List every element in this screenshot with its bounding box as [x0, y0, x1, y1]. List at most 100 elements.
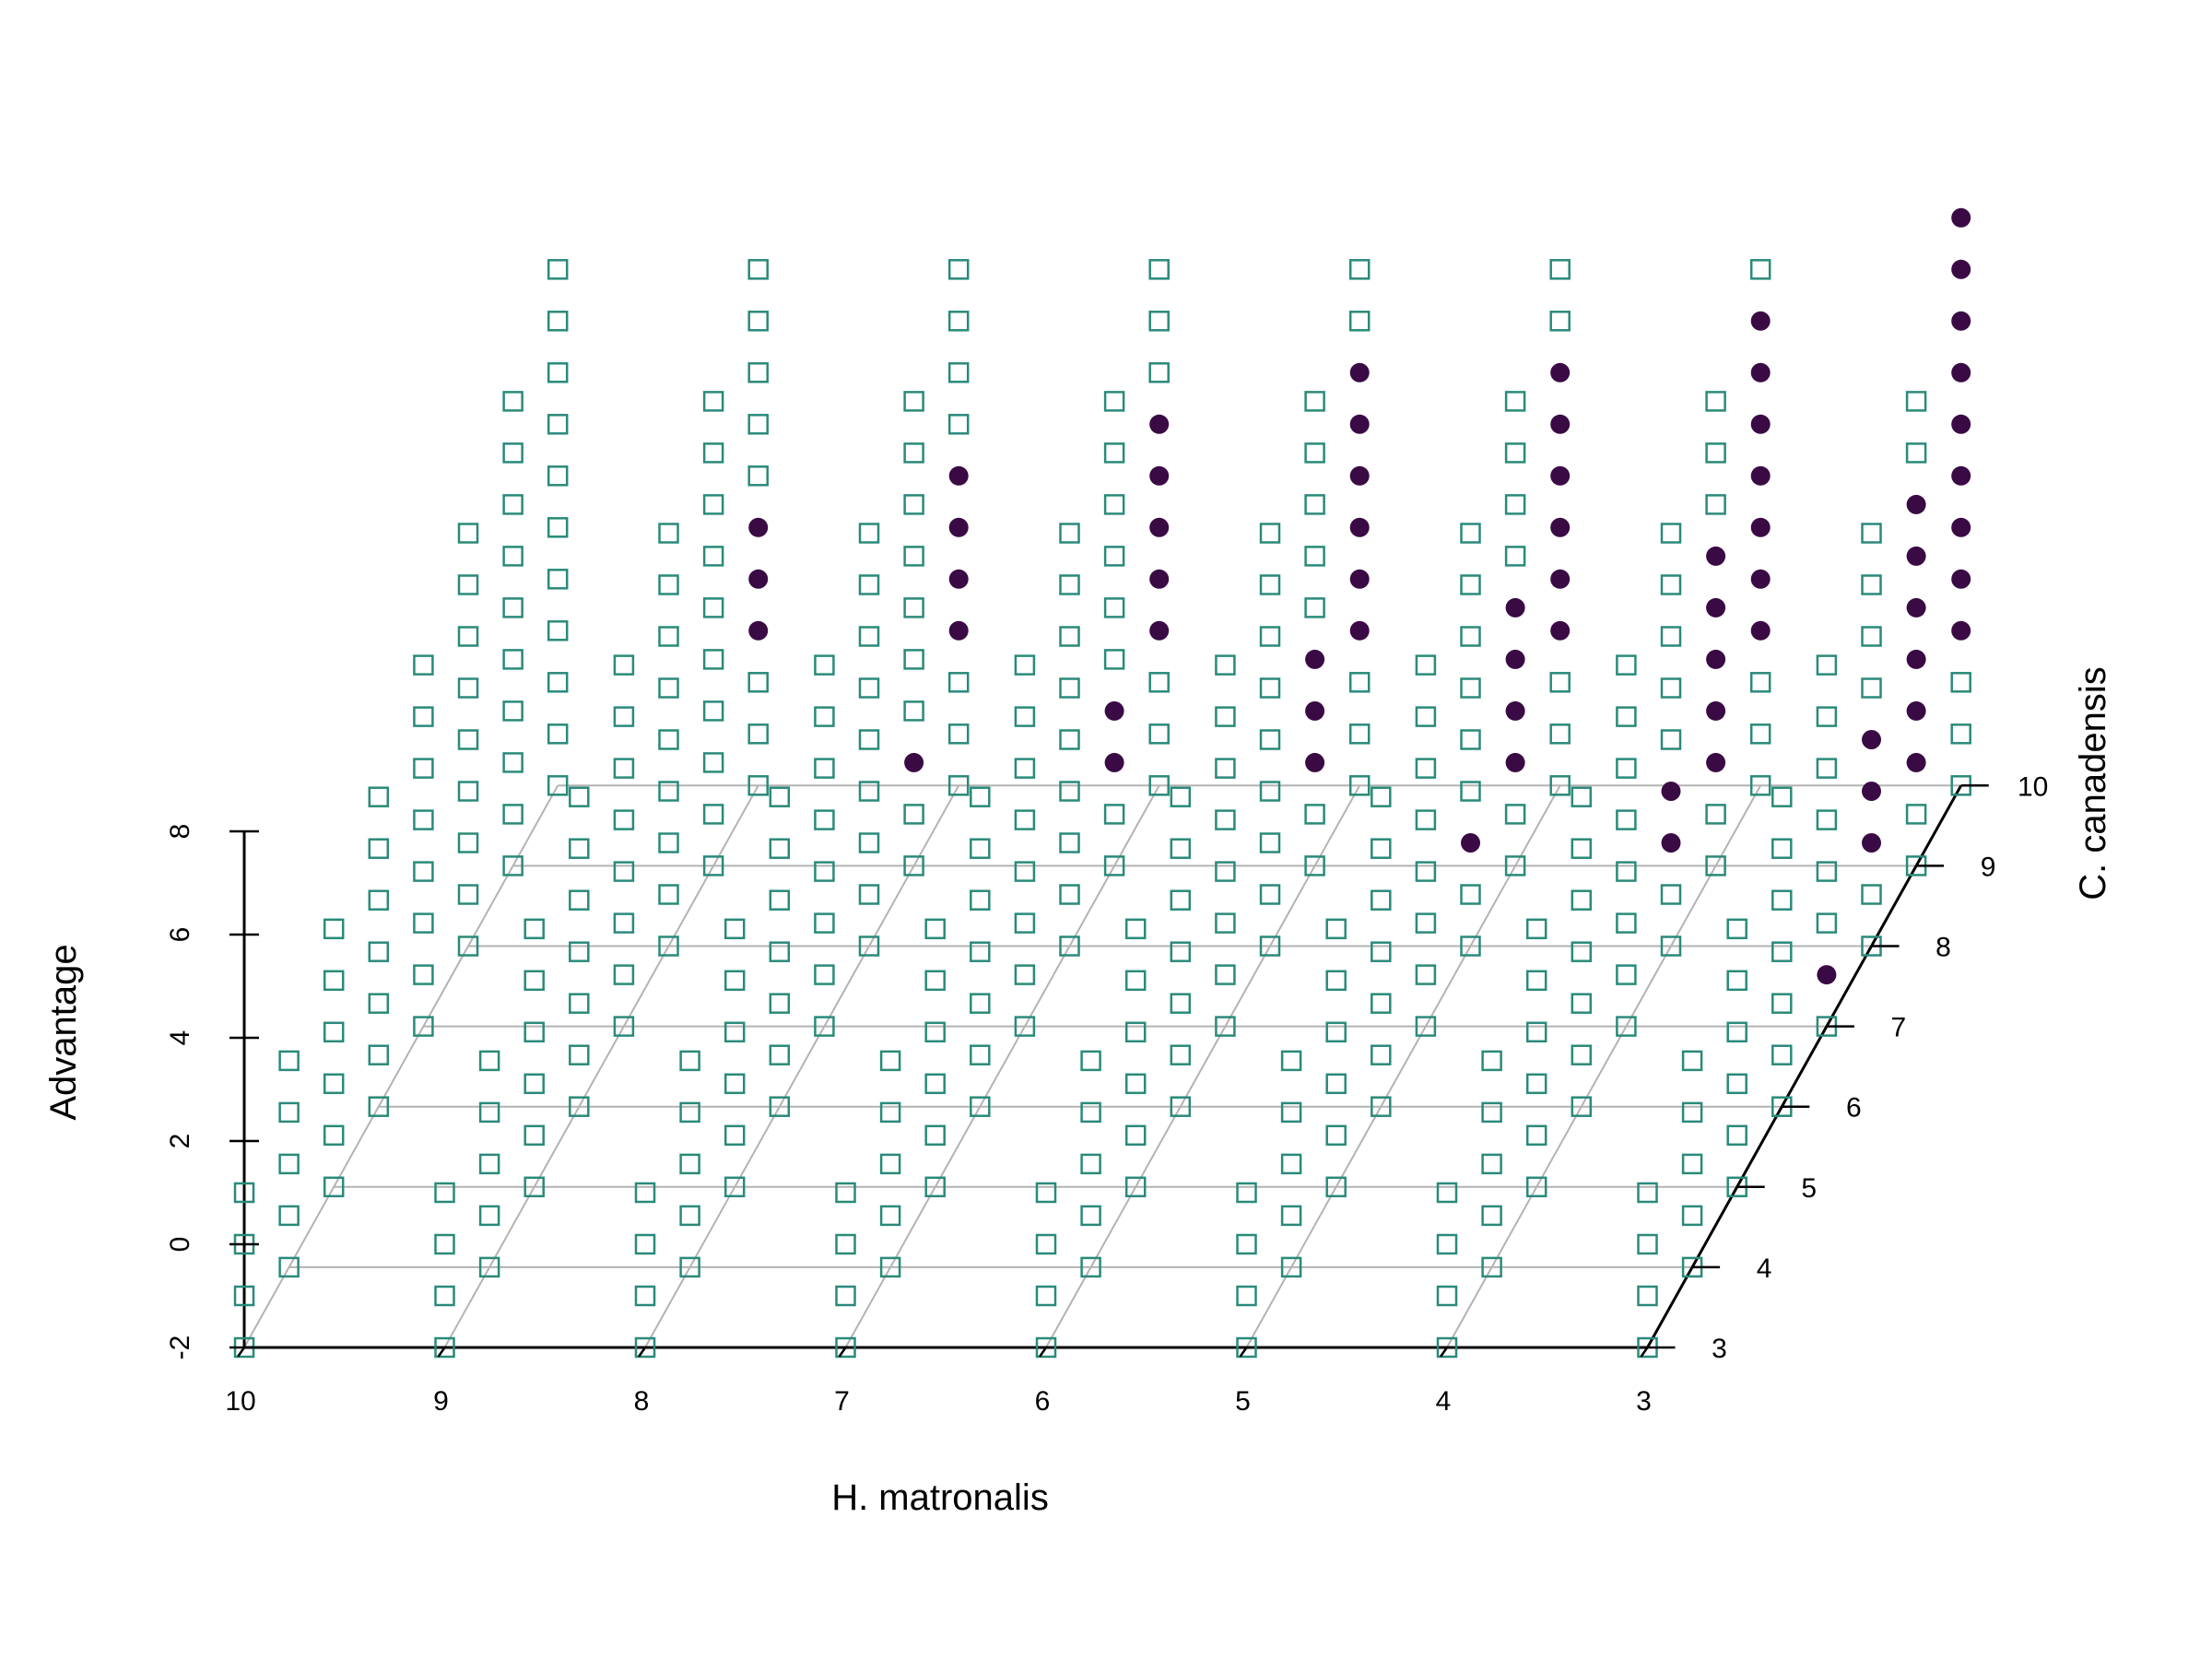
open-square-point — [1348, 775, 1371, 796]
open-square-point — [1304, 442, 1325, 464]
open-square-point — [1236, 1336, 1257, 1359]
open-square-point — [1148, 259, 1170, 280]
open-square-point — [858, 832, 880, 853]
open-square-point — [814, 654, 835, 676]
filled-circle-point — [948, 569, 969, 589]
open-square-point — [1371, 838, 1392, 859]
open-square-point — [1325, 970, 1347, 992]
filled-circle-point — [1706, 649, 1726, 669]
open-square-point — [1816, 912, 1838, 934]
x-tick-label: 10 — [225, 1386, 255, 1417]
x-tick — [1239, 1347, 1248, 1358]
open-square-point — [814, 861, 835, 882]
open-square-point — [1726, 1021, 1747, 1043]
open-square-point — [879, 1256, 901, 1278]
open-square-point — [323, 1176, 345, 1198]
open-square-point — [1571, 941, 1593, 962]
open-square-point — [1325, 1176, 1347, 1198]
open-square-point — [1771, 993, 1793, 1014]
open-square-point — [547, 569, 569, 590]
open-square-point — [1170, 1044, 1192, 1065]
open-square-point — [1460, 677, 1481, 699]
open-square-point — [613, 861, 635, 882]
filled-circle-point — [1951, 259, 1971, 279]
open-square-point — [1705, 804, 1726, 825]
filled-circle-point — [1461, 833, 1480, 853]
open-square-point — [1436, 1285, 1458, 1307]
open-square-point — [1170, 786, 1192, 807]
open-square-point — [924, 918, 946, 940]
open-square-point — [478, 1101, 500, 1124]
filled-circle-point — [1550, 620, 1571, 641]
open-square-point — [903, 546, 924, 567]
open-square-point — [434, 1336, 455, 1359]
open-square-point — [1103, 442, 1125, 464]
open-square-point — [278, 1205, 300, 1227]
open-square-point — [1816, 809, 1838, 830]
open-square-point — [502, 442, 524, 464]
open-square-point — [1080, 1153, 1101, 1175]
open-square-point — [947, 414, 970, 435]
open-square-point — [413, 706, 434, 727]
open-square-point — [970, 889, 991, 911]
open-square-point — [278, 1101, 300, 1124]
open-square-point — [1771, 1044, 1793, 1065]
open-square-point — [1304, 494, 1325, 515]
open-square-point — [1215, 861, 1236, 882]
filled-circle-point — [1149, 414, 1170, 434]
open-square-point — [1371, 1044, 1392, 1065]
open-square-point — [1059, 626, 1080, 647]
open-square-point — [814, 809, 835, 830]
open-square-point — [1771, 786, 1793, 807]
open-square-point — [858, 574, 880, 595]
filled-circle-point — [1906, 700, 1926, 721]
open-square-point — [1215, 964, 1236, 985]
open-square-point — [569, 838, 590, 859]
filled-circle-point — [1706, 752, 1726, 772]
open-square-point — [1861, 626, 1882, 647]
open-square-point — [1749, 775, 1771, 796]
open-square-point — [457, 884, 479, 905]
open-square-point — [1504, 855, 1526, 877]
open-square-point — [278, 1050, 300, 1072]
open-square-point — [1059, 781, 1080, 802]
open-square-point — [323, 970, 345, 992]
open-square-point — [613, 1016, 635, 1037]
filled-circle-point — [1104, 700, 1124, 721]
open-square-point — [1460, 935, 1481, 957]
open-square-point — [769, 1044, 791, 1065]
open-square-point — [970, 1096, 991, 1117]
open-square-point — [1681, 1050, 1703, 1072]
filled-circle-point — [1906, 546, 1926, 566]
y-axis-line — [1646, 784, 1963, 1348]
open-square-point — [1504, 442, 1526, 464]
open-square-point — [1280, 1256, 1302, 1278]
z-tick-label: 8 — [165, 824, 195, 840]
open-square-point — [502, 391, 524, 412]
open-square-point — [1816, 706, 1838, 727]
open-square-point — [547, 414, 569, 435]
open-square-point — [679, 1256, 700, 1278]
open-square-point — [1304, 391, 1325, 412]
open-square-point — [1816, 758, 1838, 779]
open-square-point — [658, 626, 679, 647]
filled-circle-point — [1349, 362, 1370, 382]
x-tick — [1038, 1347, 1048, 1358]
filled-circle-point — [1951, 465, 1971, 486]
open-square-point — [1059, 574, 1080, 595]
filled-circle-point — [1862, 730, 1881, 749]
open-square-point — [323, 1073, 345, 1095]
y-tick-label: 7 — [1891, 1013, 1907, 1043]
open-square-point — [769, 838, 791, 859]
open-square-point — [1525, 918, 1547, 940]
filled-circle-point — [1505, 752, 1525, 772]
open-square-point — [1816, 654, 1838, 676]
open-square-point — [1525, 1073, 1547, 1095]
open-square-point — [1035, 1336, 1057, 1359]
open-square-point — [1124, 1176, 1147, 1198]
z-tick-label: 0 — [165, 1237, 195, 1253]
open-square-point — [634, 1285, 656, 1307]
open-square-point — [658, 677, 679, 699]
open-square-point — [413, 1016, 434, 1037]
open-square-point — [1861, 677, 1882, 699]
